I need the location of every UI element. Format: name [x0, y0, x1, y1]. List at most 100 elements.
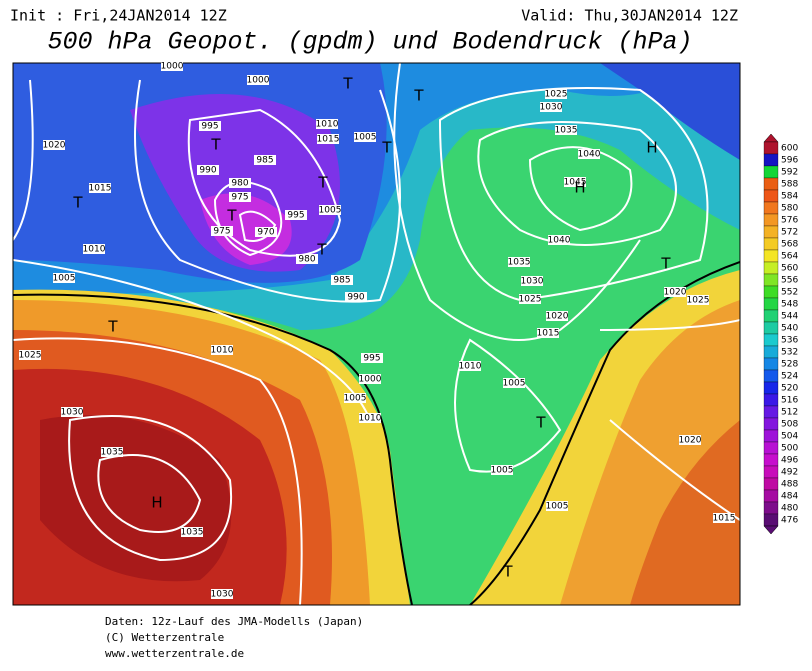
pressure-center: T: [660, 255, 671, 273]
isobar-label: 1015: [713, 514, 736, 524]
pressure-center: T: [317, 174, 328, 192]
isobar-label: 1015: [537, 329, 560, 339]
isobar-label: 1010: [83, 245, 106, 255]
colorbar-swatch: [763, 225, 779, 239]
isobar-label-bg: [211, 226, 233, 236]
colorbar-label: 600: [781, 144, 798, 154]
map-field: [13, 63, 740, 605]
map-title: 500 hPa Geopot. (gpdm) und Bodendruck (h…: [47, 28, 692, 57]
isobar-label: 1030: [61, 408, 84, 418]
isobar-label: 975: [213, 227, 230, 237]
isobar-label-bg: [578, 149, 600, 159]
colorbar-swatch: [763, 189, 779, 203]
isobar-label: 1025: [19, 351, 42, 361]
isobar-label: 975: [231, 193, 248, 203]
pressure-center: T: [316, 241, 327, 259]
isobar-label: 1030: [521, 277, 544, 287]
colorbar-swatch: [763, 165, 779, 179]
isobar-label: 1000: [359, 375, 382, 385]
isobar-label-bg: [255, 227, 277, 237]
pressure-center: T: [342, 75, 353, 93]
colorbar-label: 588: [781, 180, 798, 190]
isobar-label-bg: [247, 75, 269, 85]
isobar-label-bg: [319, 205, 341, 215]
valid-time: Valid: Thu,30JAN2014 12Z: [521, 7, 738, 25]
pressure-center: T: [502, 563, 513, 581]
colorbar-arrow: [763, 133, 779, 143]
pressure-center: T: [535, 414, 546, 432]
colorbar-swatch: [763, 369, 779, 383]
colorbar-swatch: [763, 153, 779, 167]
pressure-center: T: [72, 194, 83, 212]
pressure-center: H: [574, 179, 585, 197]
isobar-label: 1005: [503, 379, 526, 389]
colorbar-swatch: [763, 345, 779, 359]
isobar-label-bg: [296, 254, 318, 264]
isobar-label-bg: [199, 121, 221, 131]
isobar-label: 1035: [181, 528, 204, 538]
colorbar-swatch: [763, 477, 779, 491]
isobar-label-bg: [540, 102, 562, 112]
isobar-label: 1035: [555, 126, 578, 136]
isobar-label-bg: [508, 257, 530, 267]
isobar-label-bg: [546, 501, 568, 511]
isobar-label: 1010: [359, 414, 382, 424]
colorbar-label: 592: [781, 168, 798, 178]
isobar-label: 1010: [211, 346, 234, 356]
colorbar-swatch: [763, 393, 779, 407]
isobar-label: 995: [363, 354, 380, 364]
isobar-label-bg: [354, 132, 376, 142]
pressure-center: H: [646, 139, 657, 157]
colorbar-label: 580: [781, 204, 798, 214]
colorbar-swatch: [763, 417, 779, 431]
isobar-label-bg: [361, 353, 383, 363]
isobar-label-bg: [89, 183, 111, 193]
colorbar-label: 496: [781, 456, 798, 466]
footer-line: (C) Wetterzentrale: [105, 631, 224, 644]
isobar-label: 970: [257, 228, 274, 238]
colorbar-swatch: [763, 429, 779, 443]
isobar-label-bg: [548, 235, 570, 245]
init-time: Init : Fri,24JAN2014 12Z: [10, 7, 227, 25]
colorbar-swatch: [763, 285, 779, 299]
isobar-label-bg: [459, 361, 481, 371]
isobar-label-bg: [43, 140, 65, 150]
isobar-label-bg: [537, 328, 559, 338]
isobar-label: 1005: [546, 502, 569, 512]
pressure-center: T: [226, 207, 237, 225]
isobar-label: 1020: [43, 141, 66, 151]
colorbar-swatch: [763, 357, 779, 371]
colorbar-label: 584: [781, 192, 798, 202]
colorbar-swatch: [763, 297, 779, 311]
isobar-label: 1035: [101, 448, 124, 458]
pressure-center: T: [107, 318, 118, 336]
isobar-label-bg: [546, 311, 568, 321]
isobar-label-bg: [101, 447, 123, 457]
isobar-label-bg: [564, 177, 586, 187]
colorbar-label: 516: [781, 396, 798, 406]
isobar-label-bg: [254, 155, 276, 165]
colorbar-label: 552: [781, 288, 798, 298]
pressure-center: H: [151, 494, 162, 512]
map-frame: [12, 62, 741, 606]
isobar-label-bg: [519, 294, 541, 304]
footer-line: Daten: 12z-Lauf des JMA-Modells (Japan): [105, 615, 363, 628]
isobar-label: 1015: [317, 135, 340, 145]
colorbar-swatch: [763, 489, 779, 503]
isobar-label-bg: [555, 125, 577, 135]
isobar-label-bg: [229, 178, 251, 188]
isobar-label: 1025: [519, 295, 542, 305]
colorbar-swatch: [763, 465, 779, 479]
isobar-label-bg: [664, 287, 686, 297]
isobar-label-bg: [687, 295, 709, 305]
colorbar-swatch: [763, 513, 779, 527]
colorbar-label: 488: [781, 480, 798, 490]
isobar-label: 995: [287, 211, 304, 221]
colorbar-swatch: [763, 441, 779, 455]
isobar-label-bg: [331, 275, 353, 285]
isobar-label: 1010: [459, 362, 482, 372]
colorbar-label: 528: [781, 360, 798, 370]
isobar-label: 1040: [548, 236, 571, 246]
